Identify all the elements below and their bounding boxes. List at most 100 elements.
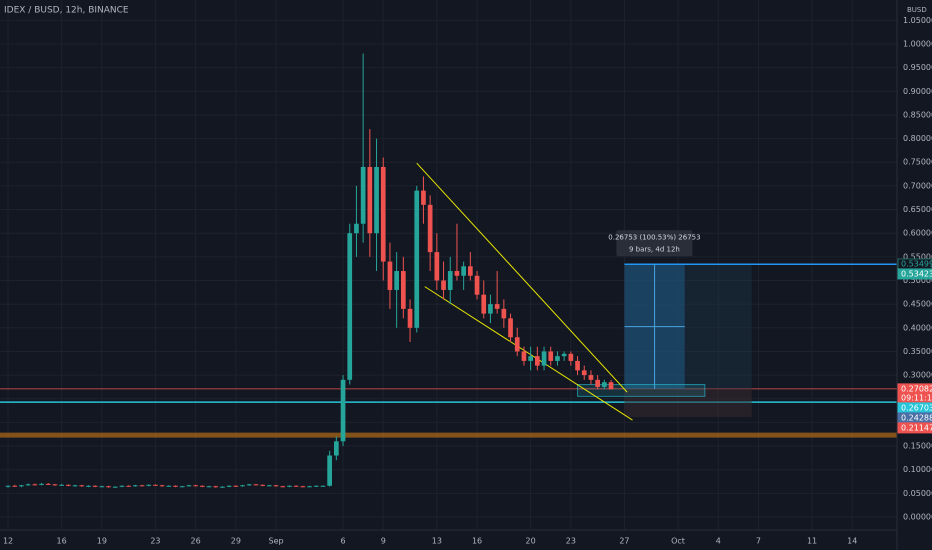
candle-body — [394, 271, 399, 290]
candle-body — [534, 356, 540, 366]
tooltip-box — [616, 230, 693, 257]
x-tick-label: 9 — [381, 537, 386, 546]
x-tick-label: Oct — [671, 537, 685, 546]
candle-body — [555, 356, 560, 361]
candle-body — [253, 484, 259, 486]
chart-title: IDEX / BUSD, 12h, BINANCE — [4, 6, 129, 16]
x-tick-label: 12 — [3, 537, 13, 546]
x-tick-label: 11 — [807, 537, 817, 546]
candle-body — [521, 351, 527, 361]
candle-body — [173, 485, 178, 487]
candle-body — [360, 166, 366, 224]
candle-body — [454, 271, 460, 276]
candle-body — [421, 190, 426, 205]
candle-body — [72, 485, 78, 487]
candle-body — [159, 485, 165, 487]
x-tick-label: 7 — [756, 537, 761, 546]
x-tick-label: 6 — [340, 537, 345, 546]
candle-body — [575, 360, 580, 371]
currency-label: BUSD — [907, 6, 927, 14]
candle-body — [179, 486, 185, 488]
candle-body — [561, 353, 567, 357]
candle-body — [374, 166, 379, 234]
x-tick-label: 13 — [432, 537, 442, 546]
candle-body — [5, 485, 11, 487]
tooltip-text: 9 bars, 4d 12h — [629, 245, 680, 253]
candle-body — [206, 486, 212, 488]
candle-body — [481, 294, 487, 314]
candle-body — [246, 484, 252, 486]
candle-body — [307, 486, 312, 488]
candle-body — [367, 166, 373, 234]
x-tick-label: 16 — [472, 537, 482, 546]
candle-body — [280, 486, 286, 488]
candle-body — [226, 485, 232, 487]
candle-body — [347, 233, 353, 380]
candle-body — [166, 485, 172, 487]
candle-body — [287, 485, 292, 487]
candle-body — [327, 455, 332, 486]
candle-body — [19, 485, 24, 487]
y-tick-label: 0.95000 — [903, 63, 932, 72]
candle-body — [39, 483, 44, 485]
candle-body — [340, 379, 346, 442]
candle-body — [320, 485, 326, 487]
price-marker-label: 0.53499 — [901, 259, 932, 268]
plot-area: 0.26753 (100.53%) 26753 9 bars, 4d 12h — [0, 0, 897, 530]
candle-body — [99, 486, 105, 488]
candle-body — [92, 485, 98, 487]
candle-body — [32, 484, 38, 486]
x-tick-label: 23 — [150, 537, 160, 546]
x-tick-label: 16 — [57, 537, 67, 546]
candle-body — [25, 484, 31, 486]
candle-body — [568, 353, 574, 361]
x-tick-label: 20 — [526, 537, 536, 546]
candle-body — [581, 370, 587, 376]
support-zone — [577, 384, 706, 397]
candle-body — [588, 375, 594, 380]
countdown-label: 09:11:12 — [901, 393, 932, 402]
candle-body — [333, 441, 339, 456]
price-marker — [897, 422, 932, 434]
candle-body — [233, 485, 239, 487]
candle-body — [595, 379, 600, 387]
candle-body — [387, 261, 393, 290]
candle-body — [434, 252, 440, 281]
candle-body — [501, 308, 507, 319]
candle-body — [52, 484, 58, 486]
x-tick-label: 26 — [191, 537, 201, 546]
x-tick-label: 19 — [97, 537, 107, 546]
candle-body — [528, 356, 533, 361]
candle-body — [414, 190, 420, 328]
candle-body — [59, 484, 64, 486]
candle-body — [119, 485, 125, 487]
candle-body — [427, 204, 433, 253]
loss-zone — [624, 388, 752, 417]
candle-body — [45, 483, 51, 485]
candle-body — [608, 382, 614, 390]
candle-body — [474, 275, 480, 295]
price-marker-label: 0.24288 — [901, 413, 932, 422]
candle-body — [260, 484, 265, 486]
x-tick-label: 4 — [716, 537, 721, 546]
candle-body — [447, 271, 453, 290]
candle-body — [601, 382, 607, 387]
candle-body — [461, 266, 466, 276]
candle-body — [146, 484, 152, 486]
